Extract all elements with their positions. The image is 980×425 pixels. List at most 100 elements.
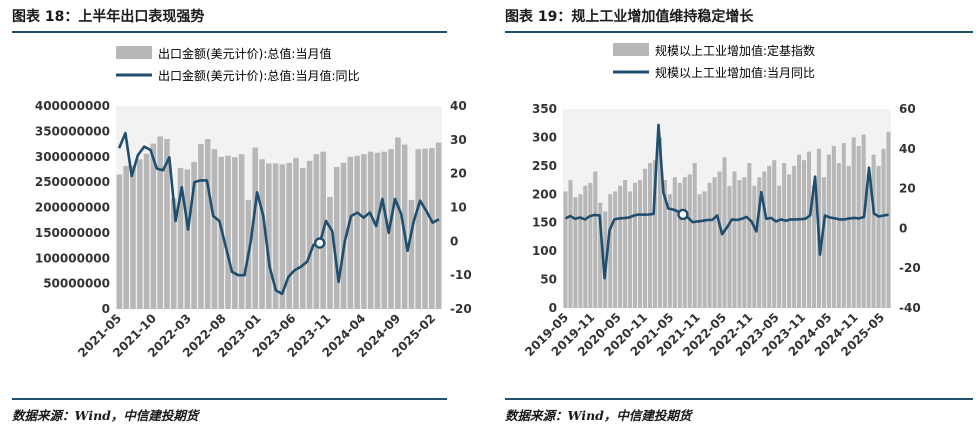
bar	[252, 147, 259, 309]
bar	[846, 165, 851, 308]
bar	[568, 180, 573, 308]
y-right-tick-label: -20	[899, 261, 921, 275]
bar	[792, 165, 797, 308]
bar	[143, 153, 150, 309]
y-left-tick-label: 100	[532, 244, 557, 258]
bar	[198, 144, 204, 309]
bar	[652, 160, 657, 308]
series-line	[117, 131, 440, 296]
left-top-rule	[12, 31, 447, 33]
right-chart-title: 图表 19：规上工业增加值维持稳定增长	[505, 9, 754, 25]
bar	[742, 177, 747, 308]
bar	[136, 159, 143, 309]
bar	[752, 185, 757, 308]
bar	[429, 148, 435, 309]
bar	[647, 163, 653, 308]
bar	[238, 154, 245, 309]
legend-bar-label: 出口金额(美元计价):总值:当月值	[158, 46, 331, 61]
bar	[408, 199, 415, 309]
bar	[782, 163, 787, 308]
bar	[642, 168, 648, 308]
bar	[836, 163, 841, 308]
bar	[583, 185, 588, 308]
bar	[573, 197, 578, 308]
series-line	[564, 123, 889, 280]
y-left-tick-label: 350	[532, 102, 557, 116]
bar	[563, 191, 568, 308]
bar	[211, 149, 218, 309]
bar	[697, 194, 702, 308]
bar	[881, 148, 886, 308]
bar	[717, 171, 722, 308]
left-chart-title: 图表 18：上半年出口表现强势	[12, 9, 205, 25]
bar	[672, 177, 677, 308]
bar	[313, 154, 320, 309]
bar	[628, 191, 633, 308]
y-left-tick-label: 300	[532, 130, 557, 144]
bar	[177, 167, 184, 309]
bar	[157, 136, 163, 309]
bar	[702, 191, 707, 308]
y-left-tick-label: 50000000	[43, 277, 110, 291]
bar	[184, 169, 191, 309]
bar	[737, 180, 742, 308]
bar	[340, 162, 347, 309]
bar	[279, 164, 286, 309]
y-left-tick-label: 250	[532, 159, 557, 173]
bar	[422, 148, 428, 309]
bar	[272, 163, 279, 309]
y-right-tick-label: -40	[899, 301, 921, 315]
bar	[266, 163, 272, 309]
bar	[757, 177, 762, 308]
y-left-tick-label: 150000000	[35, 226, 110, 240]
bar	[347, 156, 354, 309]
bar	[191, 161, 197, 309]
bar	[866, 174, 871, 308]
y-left-tick-label: 400000000	[35, 99, 110, 113]
bar	[861, 134, 866, 308]
y-right-tick-label: 40	[899, 142, 916, 156]
bar	[286, 162, 292, 309]
bar	[306, 160, 313, 309]
bar	[259, 159, 265, 309]
left-source-note: 数据来源：Wind，中信建投期货	[12, 408, 199, 423]
left-bottom-rule	[12, 398, 447, 400]
bar	[876, 165, 881, 308]
bar	[727, 185, 732, 308]
bar	[677, 182, 682, 308]
y-left-tick-label: 0	[102, 302, 110, 316]
bar	[123, 165, 129, 309]
bar	[633, 182, 638, 308]
bar	[164, 138, 170, 309]
bar	[772, 160, 777, 308]
bar	[204, 138, 211, 309]
bar	[618, 185, 623, 308]
y-right-tick-label: -10	[450, 268, 472, 282]
y-left-tick-label: 200	[532, 187, 557, 201]
bar	[682, 177, 687, 308]
bar	[435, 142, 442, 309]
bar	[811, 185, 817, 308]
bar	[299, 167, 306, 309]
y-left-tick-label: 50	[540, 273, 557, 287]
bar	[293, 157, 299, 309]
bar	[851, 137, 856, 308]
plot-area	[116, 106, 442, 309]
bar	[588, 182, 593, 308]
y-right-tick-label: 20	[899, 182, 916, 196]
bar	[856, 145, 861, 308]
highlight-point	[677, 208, 689, 221]
bar	[886, 131, 891, 308]
bar	[367, 151, 374, 309]
bar	[637, 180, 643, 308]
legend-bar-swatch	[116, 46, 152, 59]
bar	[623, 180, 628, 308]
bar	[777, 185, 782, 308]
bar	[801, 160, 807, 308]
bar	[787, 174, 792, 308]
bar	[598, 202, 603, 308]
y-right-tick-label: -20	[450, 302, 472, 316]
bar	[170, 198, 177, 309]
bar	[871, 154, 876, 308]
